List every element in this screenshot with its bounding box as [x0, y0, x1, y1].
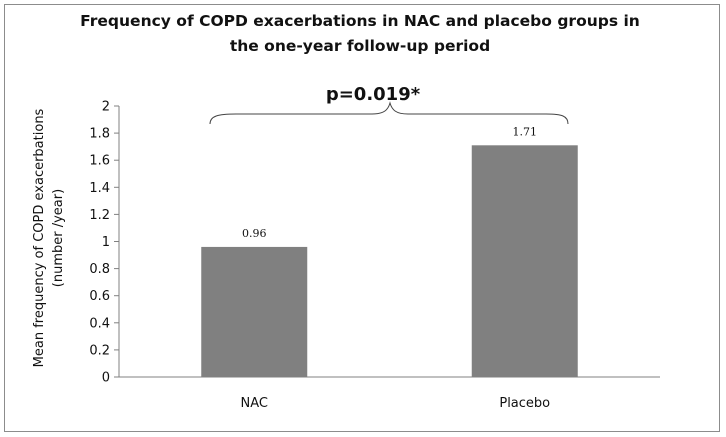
y-axis-ticks: 0 0.2 0.4 0.6 0.8 1 1.2 1.4 1.6 1.8 2	[89, 100, 119, 386]
y-tick-label: 1.6	[89, 154, 110, 169]
p-value-annotation: p=0.019*	[326, 84, 421, 105]
y-axis-label-line1: Mean frequency of COPD exacerbations	[32, 108, 47, 367]
y-tick-label: 1.4	[89, 181, 110, 196]
significance-brace	[209, 101, 569, 125]
bar-nac	[201, 246, 308, 377]
y-tick-label: 0	[102, 371, 110, 386]
chart-title: Frequency of COPD exacerbations in NAC a…	[80, 12, 640, 55]
y-tick-label: 0.2	[89, 343, 110, 358]
x-category-label-nac: NAC	[241, 396, 268, 411]
x-category-label-placebo: Placebo	[499, 396, 550, 411]
y-axis-label-line2: (number /year)	[51, 189, 66, 287]
chart-frame	[4, 4, 720, 432]
y-tick-label: 0.8	[89, 262, 110, 277]
bar-placebo	[471, 145, 578, 377]
bars: 0.96 NAC 1.71 Placebo	[201, 125, 578, 411]
y-tick-label: 1.2	[89, 208, 110, 223]
y-tick-label: 1.8	[89, 127, 110, 142]
y-tick-label: 0.4	[89, 316, 110, 331]
y-tick-label: 2	[102, 100, 110, 115]
data-label-nac: 0.96	[242, 227, 267, 240]
y-tick-label: 1	[102, 235, 110, 250]
y-tick-label: 0.6	[89, 289, 110, 304]
data-label-placebo: 1.71	[513, 125, 538, 138]
